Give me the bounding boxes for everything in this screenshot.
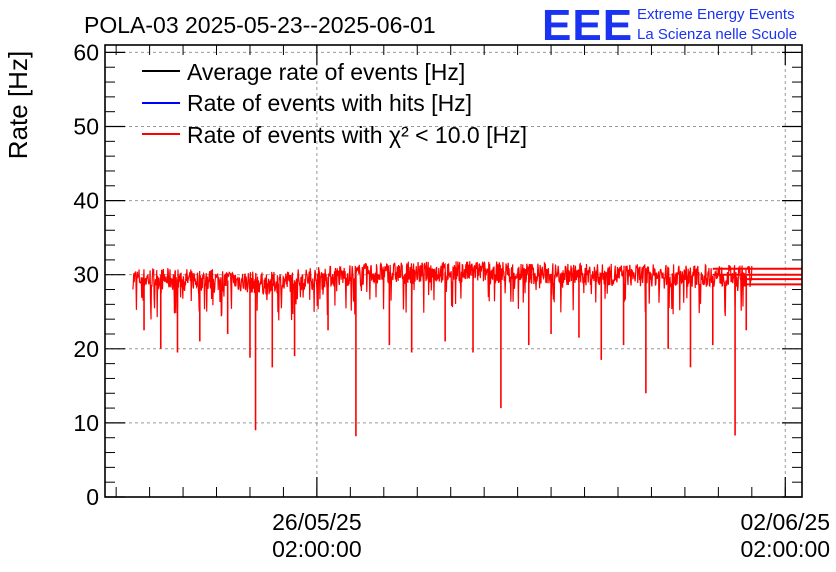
x-tick-label-date: 02/06/25 <box>741 509 831 535</box>
y-tick-label: 30 <box>73 262 99 288</box>
legend-label-chi2: Rate of events with χ² < 10.0 [Hz] <box>187 122 527 148</box>
y-tick-labels: 0 10 20 30 40 50 60 <box>73 39 99 510</box>
x-tick-label-time: 02:00:00 <box>741 536 831 562</box>
y-tick-label: 40 <box>73 188 99 214</box>
plot-frame <box>104 44 803 498</box>
x-tick-label-date: 26/05/25 <box>272 509 362 535</box>
y-tick-label: 60 <box>73 39 99 65</box>
logo-line-2: La Scienza nelle Scuole <box>637 26 797 43</box>
legend: Average rate of events [Hz] Rate of even… <box>142 59 527 148</box>
eee-logo: EEE <box>542 1 633 50</box>
series-chi2-line <box>132 261 753 321</box>
legend-label-average: Average rate of events [Hz] <box>187 59 465 85</box>
chart-title: POLA-03 2025-05-23--2025-06-01 <box>84 12 436 38</box>
legend-label-hits: Rate of events with hits [Hz] <box>187 90 472 116</box>
y-tick-label: 50 <box>73 114 99 140</box>
y-tick-label: 10 <box>73 410 99 436</box>
x-tick-label-time: 02:00:00 <box>272 536 362 562</box>
y-axis-title: Rate [Hz] <box>3 51 33 159</box>
y-tick-label: 20 <box>73 336 99 362</box>
series-group <box>132 261 802 437</box>
logo-line-1: Extreme Energy Events <box>637 6 795 23</box>
y-tick-label: 0 <box>86 484 99 510</box>
